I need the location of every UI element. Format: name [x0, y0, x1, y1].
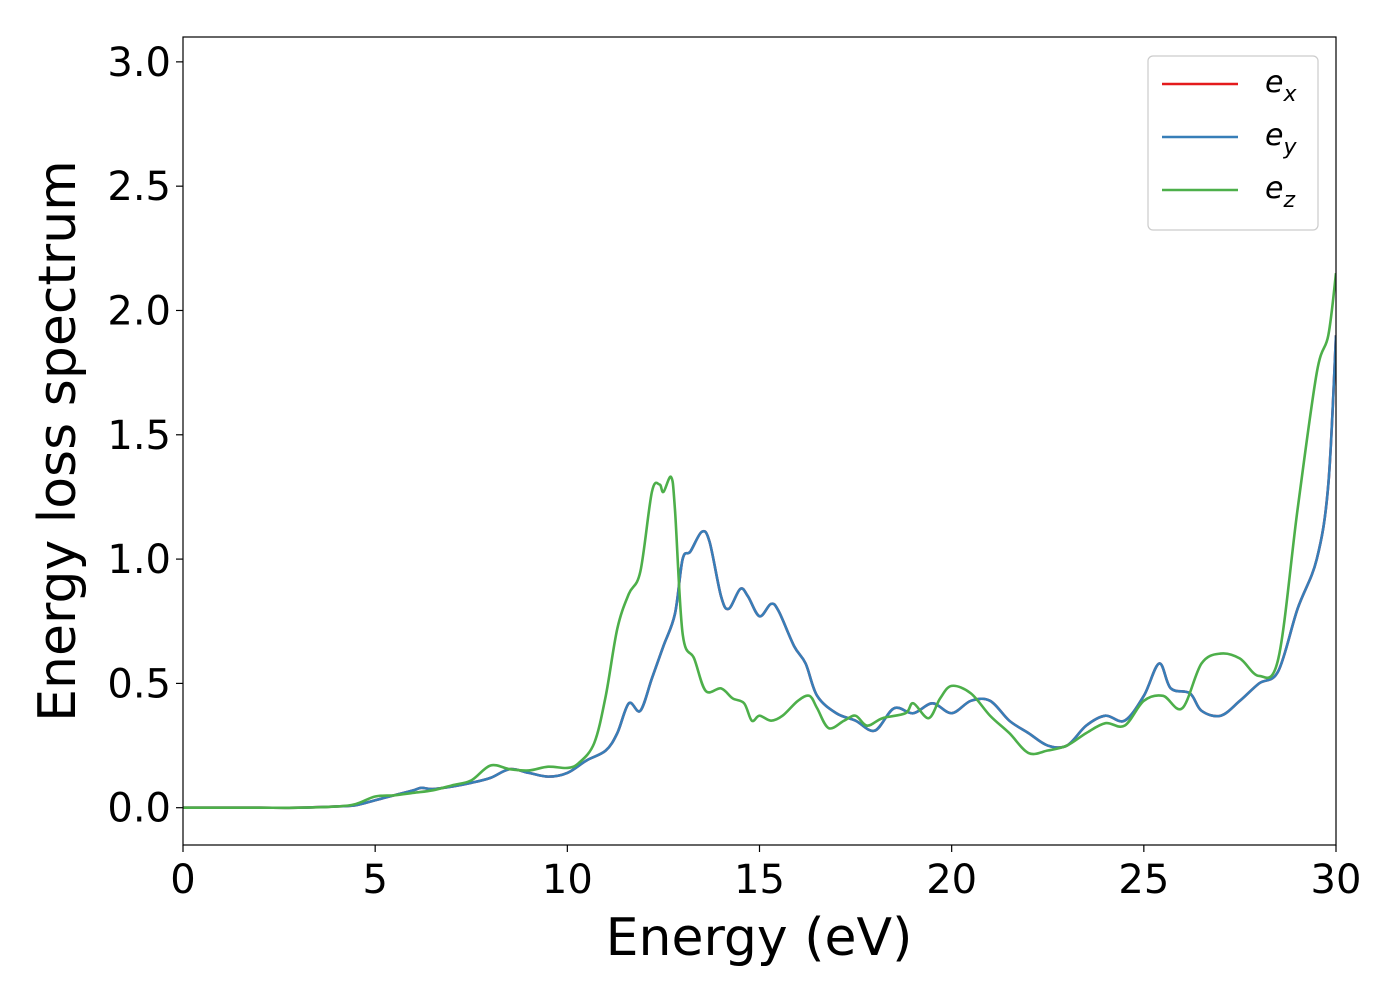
series-line-z	[183, 273, 1336, 810]
x-tick-label: 25	[1118, 857, 1169, 903]
y-axis-ticks: 0.0 0.5 1.0 1.5 2.0 2.5 3.0	[107, 40, 183, 832]
y-tick-label: 2.0	[107, 288, 171, 334]
y-tick-label: 0.5	[107, 661, 171, 707]
legend-label-y: ey	[1265, 118, 1297, 160]
y-tick-label: 3.0	[107, 40, 171, 86]
legend-box	[1147, 55, 1319, 231]
plot-background	[183, 37, 1336, 845]
y-axis-title: Energy loss spectrum	[28, 160, 88, 722]
x-axis-ticks: 0 5 10 15 20 25 30	[170, 845, 1361, 903]
x-tick-label: 0	[170, 857, 195, 903]
legend-label-x: ex	[1265, 65, 1297, 107]
y-tick-label: 2.5	[107, 164, 171, 210]
y-tick-label: 0.0	[107, 786, 171, 832]
legend-label-z: ez	[1265, 171, 1295, 213]
x-axis-title: Energy (eV)	[606, 908, 913, 968]
y-tick-label: 1.5	[107, 413, 171, 459]
series-layer	[183, 273, 1336, 810]
plot-frame	[182, 36, 1337, 846]
y-tick-label: 1.0	[107, 537, 171, 583]
legend-entries: ex ey ez	[1162, 65, 1297, 213]
x-tick-label: 15	[734, 857, 785, 903]
x-tick-label: 30	[1311, 857, 1362, 903]
series-line-y	[183, 335, 1336, 810]
x-tick-label: 20	[926, 857, 977, 903]
legend: ex ey ez	[1147, 55, 1319, 231]
x-tick-label: 10	[542, 857, 593, 903]
x-tick-label: 5	[362, 857, 387, 903]
